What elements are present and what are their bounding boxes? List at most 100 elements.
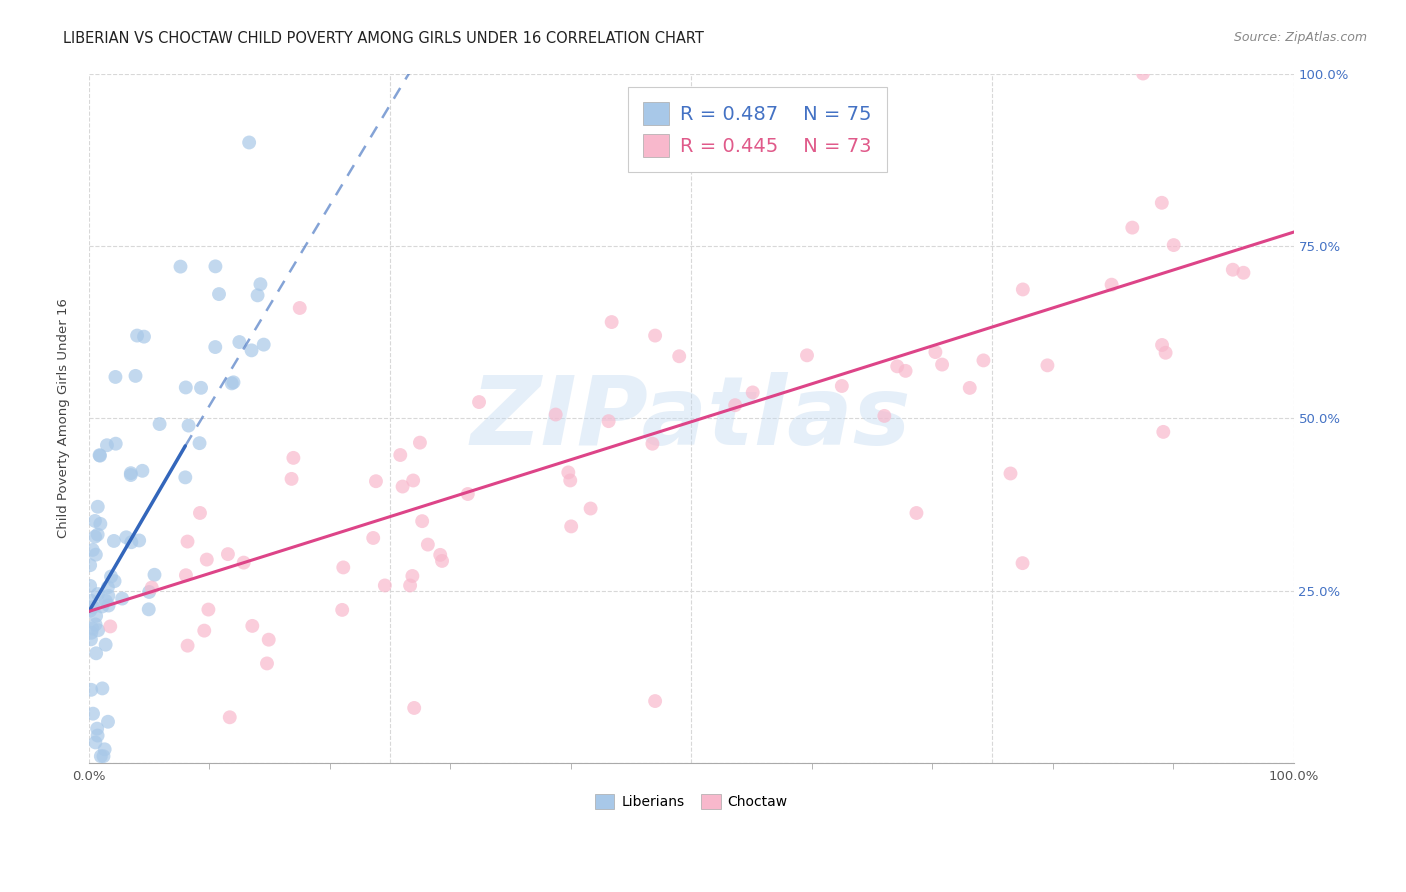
- Point: [246, 288, 269, 302]
- Point: [97, 714, 120, 729]
- Point: [579, 501, 602, 516]
- Point: [124, 368, 146, 383]
- Point: [391, 479, 413, 493]
- Text: LIBERIAN VS CHOCTAW CHILD POVERTY AMONG GIRLS UNDER 16 CORRELATION CHART: LIBERIAN VS CHOCTAW CHILD POVERTY AMONG …: [63, 31, 704, 46]
- Point: [127, 328, 149, 343]
- Point: [96, 438, 118, 452]
- Text: Source: ZipAtlas.com: Source: ZipAtlas.com: [1233, 31, 1367, 45]
- Point: [1000, 467, 1022, 481]
- Point: [132, 329, 155, 343]
- Y-axis label: Child Poverty Among Girls Under 16: Child Poverty Among Girls Under 16: [58, 299, 70, 538]
- Point: [86, 729, 108, 743]
- Point: [959, 381, 981, 395]
- Point: [87, 624, 110, 638]
- Point: [1011, 282, 1033, 296]
- Point: [143, 567, 166, 582]
- Point: [560, 519, 582, 533]
- Point: [204, 260, 226, 274]
- Point: [1232, 266, 1254, 280]
- Point: [644, 694, 666, 708]
- Point: [404, 701, 426, 715]
- Point: [208, 287, 231, 301]
- Point: [89, 516, 111, 531]
- Point: [138, 602, 160, 616]
- Point: [560, 474, 582, 488]
- Point: [176, 639, 198, 653]
- Point: [468, 395, 491, 409]
- Point: [80, 593, 103, 607]
- Point: [222, 376, 245, 390]
- Point: [1222, 262, 1244, 277]
- Point: [80, 625, 103, 640]
- Point: [174, 470, 197, 484]
- Point: [1036, 359, 1059, 373]
- Point: [644, 328, 666, 343]
- Point: [972, 353, 994, 368]
- Point: [91, 681, 114, 696]
- Point: [84, 735, 107, 749]
- Point: [361, 531, 384, 545]
- Point: [120, 466, 142, 480]
- Point: [240, 343, 263, 358]
- Point: [97, 599, 120, 613]
- Point: [288, 301, 311, 315]
- Legend: Liberians, Choctaw: Liberians, Choctaw: [589, 789, 793, 814]
- Point: [238, 136, 260, 150]
- Point: [430, 554, 453, 568]
- Point: [240, 619, 263, 633]
- Point: [204, 340, 226, 354]
- Text: ZIPatlas: ZIPatlas: [471, 372, 911, 465]
- Point: [221, 376, 243, 391]
- Point: [374, 578, 396, 592]
- Point: [894, 364, 917, 378]
- Point: [90, 749, 112, 764]
- Point: [86, 527, 108, 541]
- Point: [232, 556, 254, 570]
- Point: [193, 624, 215, 638]
- Point: [79, 579, 101, 593]
- Point: [174, 380, 197, 394]
- Point: [218, 710, 240, 724]
- Point: [283, 450, 305, 465]
- Point: [330, 603, 353, 617]
- Point: [741, 385, 763, 400]
- Point: [1011, 556, 1033, 570]
- Point: [253, 337, 276, 351]
- Point: [97, 580, 120, 594]
- Point: [89, 449, 111, 463]
- Point: [332, 560, 354, 574]
- Point: [831, 379, 853, 393]
- Point: [80, 632, 103, 647]
- Point: [886, 359, 908, 374]
- Point: [796, 348, 818, 362]
- Point: [389, 448, 412, 462]
- Point: [82, 543, 104, 558]
- Point: [641, 436, 664, 450]
- Point: [93, 742, 115, 756]
- Point: [103, 574, 125, 589]
- Point: [256, 657, 278, 671]
- Point: [97, 589, 120, 603]
- Point: [249, 277, 271, 292]
- Point: [228, 334, 250, 349]
- Point: [429, 548, 451, 562]
- Point: [79, 558, 101, 573]
- Point: [138, 585, 160, 599]
- Point: [79, 604, 101, 618]
- Point: [457, 487, 479, 501]
- Point: [87, 587, 110, 601]
- Point: [128, 533, 150, 548]
- Point: [598, 414, 620, 428]
- Point: [82, 600, 104, 615]
- Point: [84, 608, 107, 623]
- Point: [86, 722, 108, 736]
- Point: [80, 682, 103, 697]
- Point: [924, 345, 946, 359]
- Point: [188, 506, 211, 520]
- Point: [280, 472, 302, 486]
- Point: [409, 435, 432, 450]
- Point: [873, 409, 896, 423]
- Point: [1150, 338, 1173, 352]
- Point: [84, 617, 107, 632]
- Point: [401, 569, 423, 583]
